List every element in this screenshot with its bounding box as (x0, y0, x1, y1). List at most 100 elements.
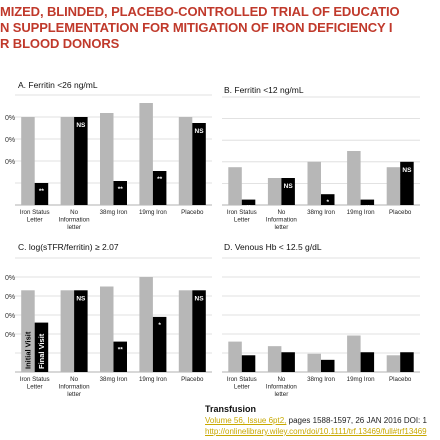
bar-initial-visit (100, 113, 114, 205)
category-label-line: Letter (27, 217, 43, 224)
significance-label: * (326, 199, 329, 206)
bar-final-visit (400, 161, 414, 205)
y-tick-label: 0% (5, 275, 15, 282)
category-label-line: No (277, 209, 285, 216)
category-label: 19mg Iron (139, 209, 167, 216)
bar-initial-visit (307, 161, 321, 205)
legend-final-visit: Final Visit (37, 333, 46, 369)
category-label-line: Information (59, 384, 91, 391)
journal-name: Transfusion (205, 404, 257, 414)
y-tick-label: 0% (5, 137, 15, 144)
category-label: 38mg Iron (307, 209, 335, 216)
category-label-line: No (277, 376, 285, 383)
bar-initial-visit (60, 290, 75, 372)
bar-final-visit (281, 178, 295, 205)
category-label-line: Placebo (389, 376, 412, 383)
significance-label: NS (284, 183, 294, 190)
citation-footer: Transfusion Volume 56, Issue 6pt2, pages… (205, 404, 440, 437)
legend-initial-visit: Initial Visit (23, 331, 32, 369)
category-label-line: No (70, 209, 78, 216)
significance-label: NS (195, 295, 205, 302)
significance-label: NS (76, 122, 86, 129)
bar-initial-visit (100, 286, 114, 372)
bar-final-visit (113, 341, 127, 372)
bar-final-visit (113, 181, 127, 205)
citation-pages: pages 1588-1597, 26 JAN 2016 DOI: 1 (286, 416, 427, 425)
category-label: Iron Status Letter (20, 209, 50, 224)
category-label: No Information letter (59, 209, 91, 231)
bar-initial-visit (267, 178, 282, 205)
category-label-line: letter (67, 391, 81, 398)
category-label: No Information letter (266, 209, 298, 231)
y-tick-label: 0% (5, 294, 15, 301)
bar-initial-visit (228, 341, 242, 372)
title-line-1: MIZED, BLINDED, PLACEBO-CONTROLLED TRIAL… (0, 4, 400, 19)
category-label: 19mg Iron (347, 209, 375, 216)
bar-final-visit (241, 199, 256, 205)
category-label-line: Iron Status (20, 209, 50, 216)
category-label-line: Iron Status (20, 376, 50, 383)
category-label: 19mg Iron (347, 376, 375, 383)
chart-title: D. Venous Hb < 12.5 g/dL (224, 242, 322, 252)
chart-title: A. Ferritin <26 ng/mL (18, 80, 98, 90)
category-label-line: letter (67, 224, 81, 231)
category-label: 38mg Iron (100, 209, 128, 216)
category-label: No Information letter (266, 376, 298, 398)
bar-final-visit (400, 352, 414, 372)
bar-final-visit (321, 359, 335, 372)
category-label-line: 38mg Iron (307, 376, 335, 383)
bar-initial-visit (21, 117, 35, 205)
category-label-line: Letter (27, 384, 43, 391)
bar-final-visit (192, 290, 206, 372)
category-label-line: Letter (234, 217, 250, 224)
category-label-line: Placebo (181, 376, 204, 383)
category-label-line: letter (275, 391, 289, 398)
article-url-link[interactable]: http://onlinelibrary.wiley.com/doi/10.11… (205, 427, 427, 436)
category-label: No Information letter (59, 376, 91, 398)
title-line-2: N SUPPLEMENTATION FOR MITIGATION OF IRON… (0, 20, 393, 35)
bar-final-visit (34, 183, 49, 205)
category-label-line: Information (59, 217, 91, 224)
category-label-line: 38mg Iron (100, 376, 128, 383)
category-label: Placebo (389, 209, 412, 216)
bar-final-visit (152, 171, 167, 205)
category-label: Placebo (181, 376, 204, 383)
category-label-line: Letter (234, 384, 250, 391)
category-label-line: letter (275, 224, 289, 231)
bar-initial-visit (139, 277, 153, 372)
category-label: Iron Status Letter (20, 376, 50, 391)
bar-initial-visit (178, 117, 193, 205)
category-label-line: Information (266, 217, 298, 224)
category-label-line: Placebo (181, 209, 204, 216)
bar-initial-visit (307, 353, 321, 372)
category-label-line: No (70, 376, 78, 383)
bar-initial-visit (21, 290, 35, 372)
significance-label: ** (118, 347, 124, 354)
y-tick-label: 0% (5, 115, 15, 122)
category-label-line: Placebo (389, 209, 412, 216)
category-label: Placebo (389, 376, 412, 383)
chart-title: B. Ferritin <12 ng/mL (224, 85, 304, 95)
category-label-line: 19mg Iron (139, 376, 167, 383)
significance-label: NS (402, 167, 412, 174)
category-label-line: 38mg Iron (100, 209, 128, 216)
bar-final-visit (360, 352, 375, 372)
volume-link[interactable]: Volume 56, Issue 6pt2, (205, 416, 287, 425)
bar-initial-visit (139, 103, 153, 205)
y-tick-label: 0% (5, 159, 15, 166)
bar-initial-visit (178, 290, 193, 372)
bar-initial-visit (347, 335, 361, 372)
significance-label: ** (157, 176, 163, 183)
y-tick-label: 0% (5, 332, 15, 339)
significance-label: ** (39, 188, 45, 195)
category-label-line: 19mg Iron (347, 376, 375, 383)
significance-label: * (158, 322, 161, 329)
bar-final-visit (152, 316, 167, 372)
bar-initial-visit (386, 167, 401, 205)
category-label-line: 19mg Iron (139, 209, 167, 216)
bar-initial-visit (347, 151, 361, 205)
category-label: Iron Status Letter (227, 209, 257, 224)
category-label-line: 19mg Iron (347, 209, 375, 216)
category-label: 19mg Iron (139, 376, 167, 383)
